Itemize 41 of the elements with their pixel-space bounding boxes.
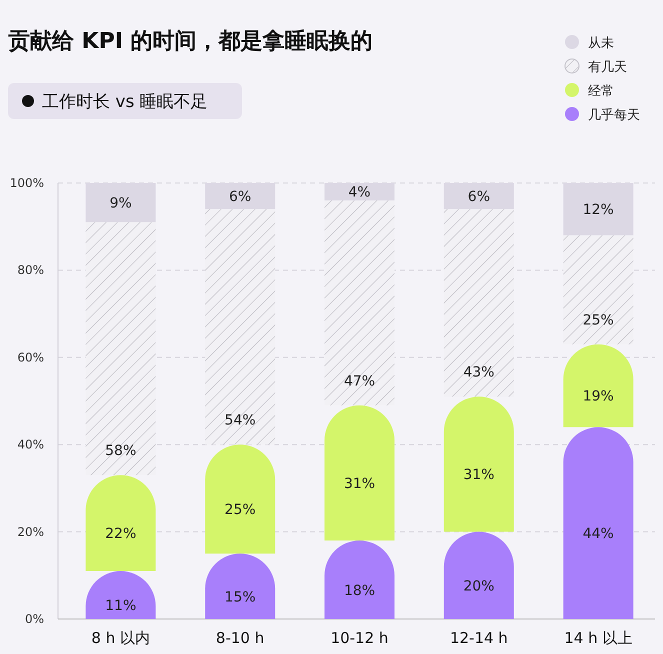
data-label: 12% [582, 202, 614, 218]
y-tick-label: 60% [17, 350, 44, 364]
data-label: 19% [582, 388, 614, 405]
data-label: 9% [110, 196, 132, 212]
data-label: 20% [463, 578, 494, 594]
data-label: 54% [224, 412, 256, 429]
data-label: 31% [463, 467, 494, 484]
data-label: 58% [105, 443, 136, 460]
chart-subtitle: 工作时长 vs 睡眠不足 [42, 92, 208, 112]
y-tick-label: 40% [17, 438, 44, 452]
data-label: 47% [344, 373, 376, 390]
legend-label: 从未 [588, 36, 614, 51]
x-tick-label: 14 h 以上 [564, 629, 632, 647]
x-tick-label: 8 h 以内 [91, 629, 150, 647]
data-label: 11% [105, 598, 136, 614]
chart-title: 贡献给 KPI 的时间，都是拿睡眠换的 [8, 29, 373, 54]
legend-label: 有几天 [588, 60, 627, 75]
x-tick-label: 10-12 h [330, 629, 388, 647]
data-label: 4% [348, 184, 371, 201]
x-tick-label: 12-14 h [450, 629, 508, 647]
data-label: 25% [224, 502, 256, 518]
data-label: 25% [582, 312, 614, 328]
legend-label: 几乎每天 [588, 108, 640, 123]
bar [324, 405, 394, 541]
y-tick-label: 20% [17, 524, 44, 539]
bar [444, 396, 514, 532]
bar [205, 444, 276, 554]
y-tick-label: 100% [10, 176, 44, 190]
legend-label: 经常 [588, 84, 614, 99]
y-tick-label: 80% [17, 263, 44, 278]
data-label: 18% [344, 582, 376, 599]
data-label: 22% [105, 526, 136, 542]
data-label: 15% [224, 589, 256, 606]
x-tick-label: 8-10 h [216, 629, 264, 647]
data-label: 44% [582, 526, 614, 542]
data-label: 6% [228, 189, 252, 206]
data-label: 6% [468, 189, 490, 206]
data-label: 43% [463, 364, 494, 381]
data-label: 31% [344, 476, 376, 492]
bar [563, 427, 634, 619]
y-tick-label: 0% [24, 612, 44, 626]
